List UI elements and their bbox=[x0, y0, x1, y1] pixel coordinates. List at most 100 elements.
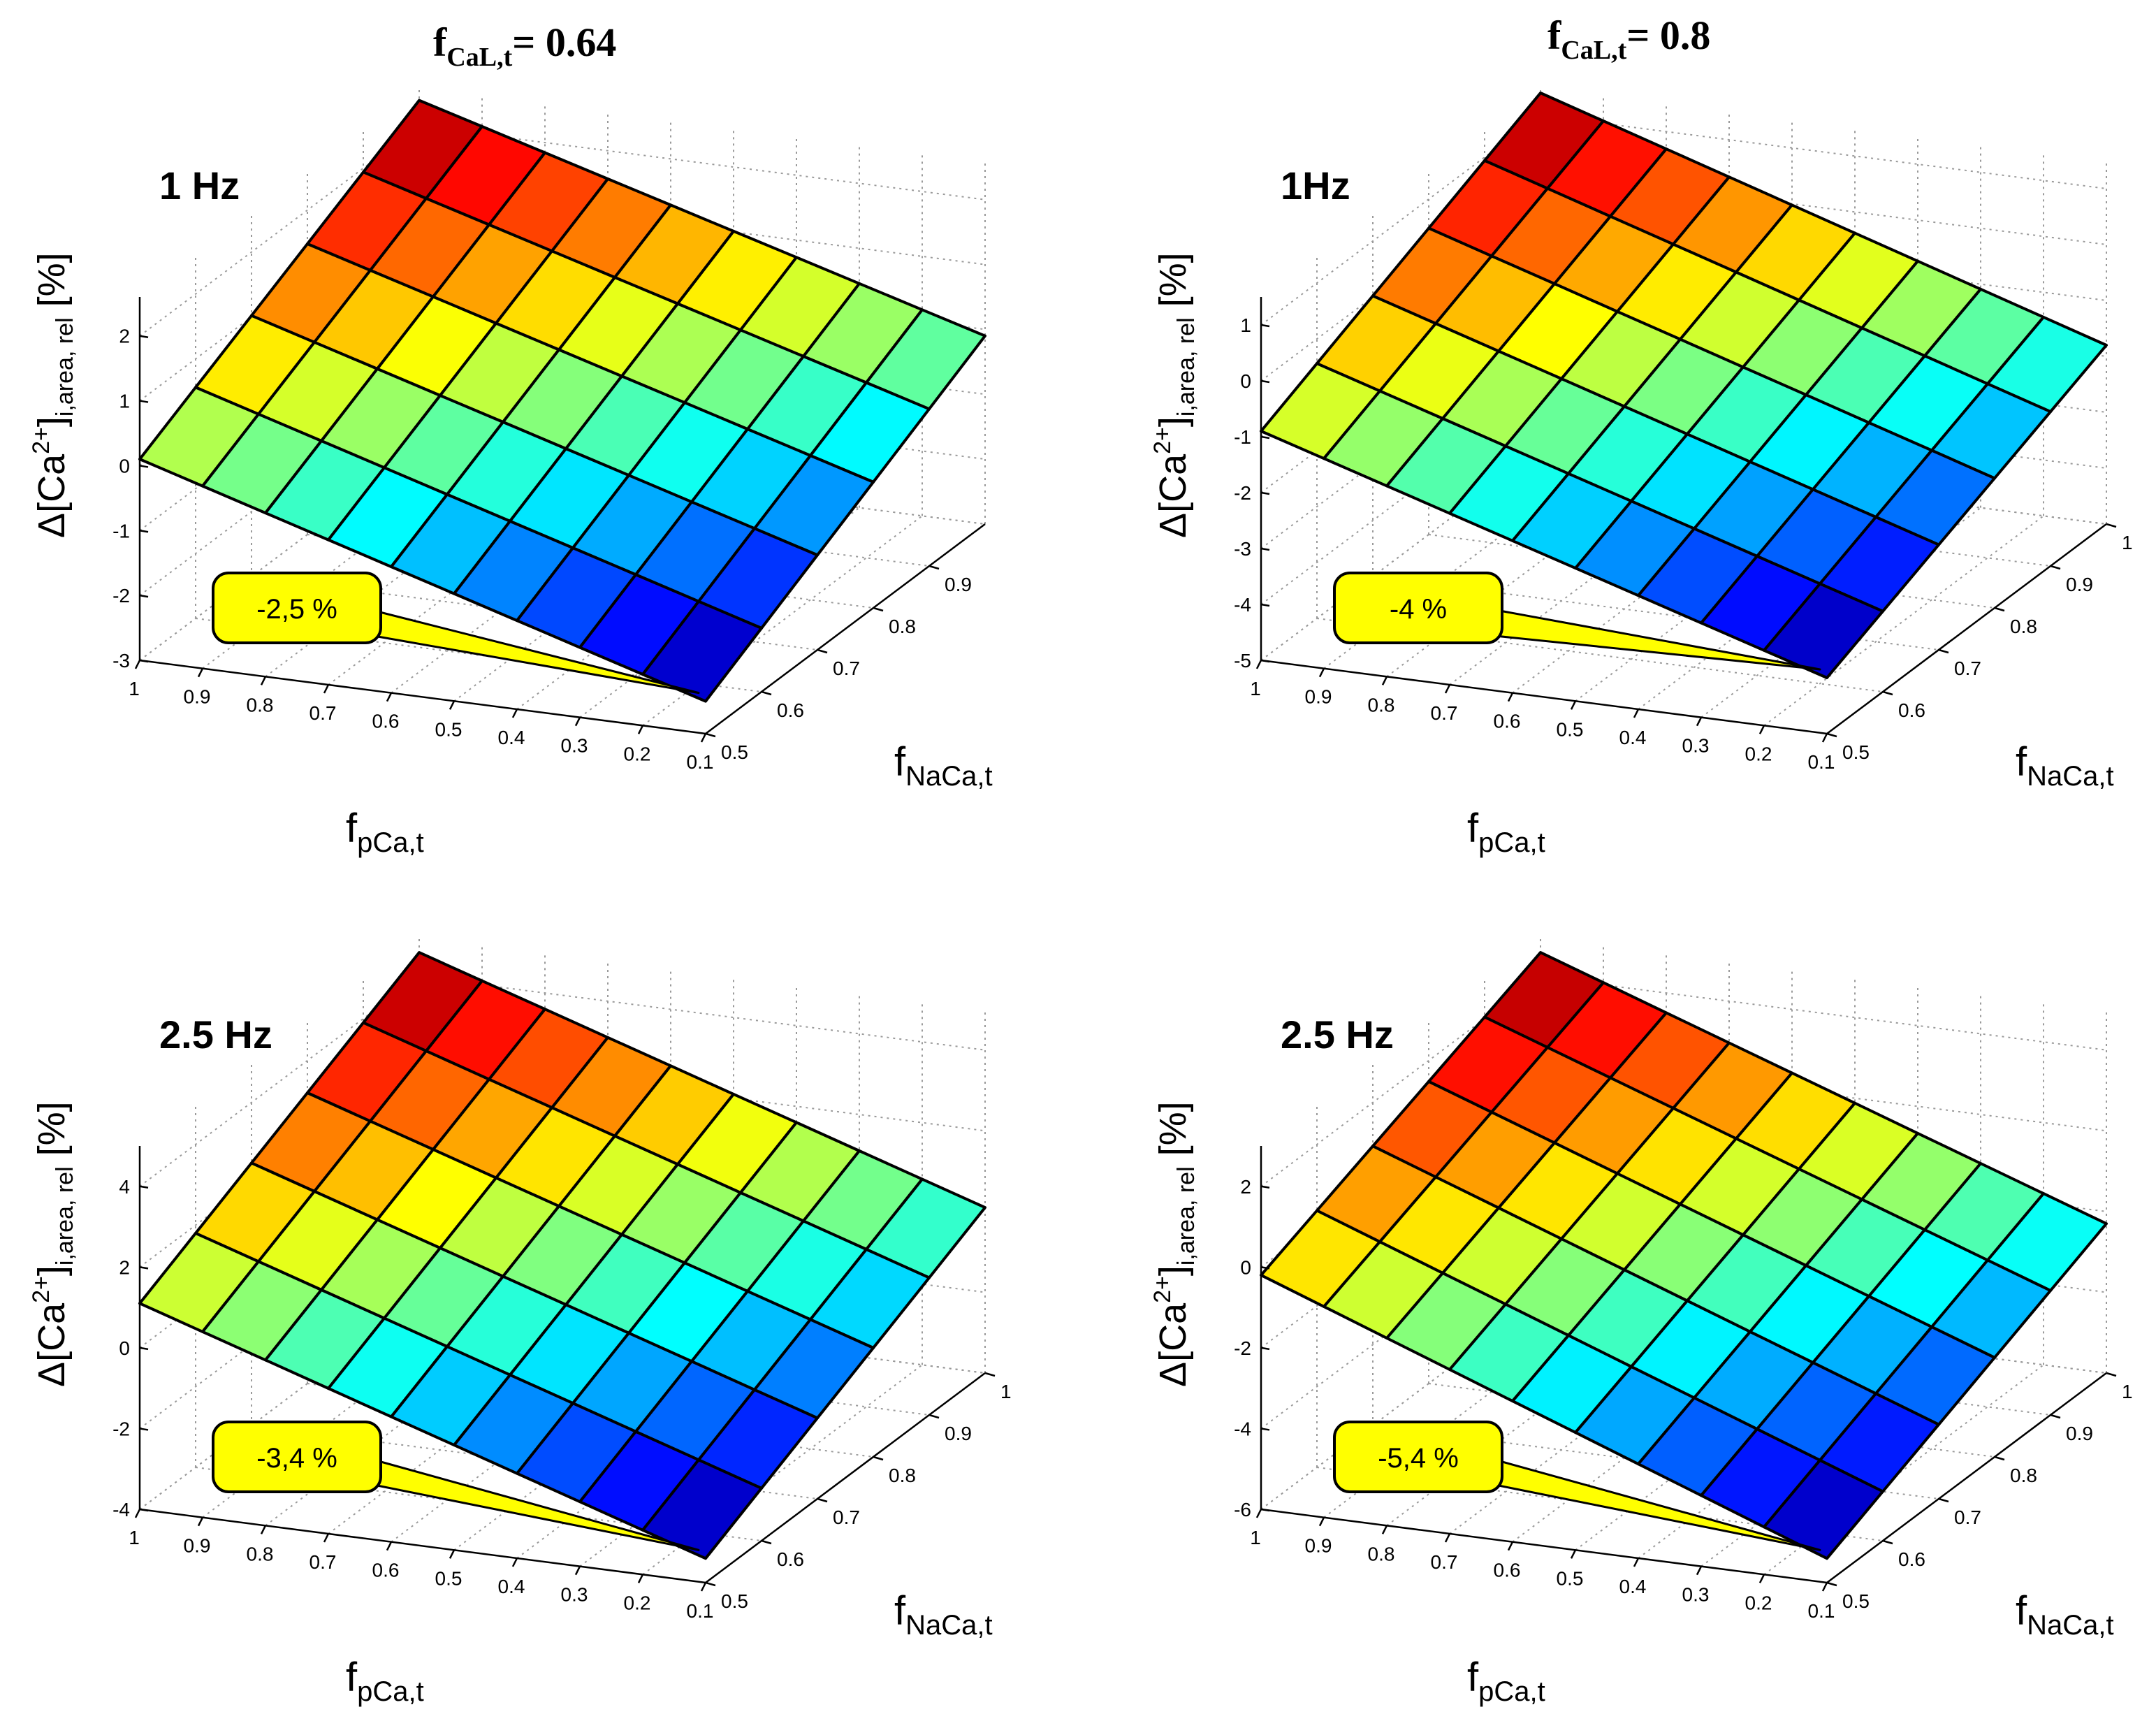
x-tick-labels: 1 0.9 0.8 0.7 0.6 0.5 0.4 0.3 0.2 0.1 bbox=[129, 660, 713, 773]
z-tick-label: -4 bbox=[1234, 1418, 1251, 1439]
axis-lines bbox=[138, 297, 986, 735]
y-tick-label: 0.9 bbox=[2066, 1423, 2093, 1444]
x-tick-mark bbox=[511, 709, 518, 718]
z-tick-label: 0 bbox=[1240, 370, 1251, 392]
y-tick-label: 1 bbox=[1000, 1381, 1012, 1402]
x-tick-mark bbox=[1821, 1582, 1828, 1592]
min-value-callout: -3,4 % bbox=[212, 1421, 700, 1551]
z-tick-label: 0 bbox=[1240, 1256, 1251, 1278]
z-tick-labels: -6 -4 -2 0 2 bbox=[1234, 1176, 1270, 1520]
x-tick-mark bbox=[260, 1525, 267, 1534]
z-tick-label: -3 bbox=[1234, 538, 1251, 560]
x-tick-labels: 1 0.9 0.8 0.7 0.6 0.5 0.4 0.3 0.2 0.1 bbox=[1250, 660, 1835, 773]
x-tick-mark bbox=[323, 684, 330, 694]
y-tick-mark bbox=[761, 1539, 772, 1545]
x-tick-mark bbox=[449, 700, 456, 710]
x-tick-label: 0.1 bbox=[687, 1600, 714, 1622]
y-tick-label: 0.6 bbox=[777, 699, 804, 721]
z-tick-mark bbox=[1260, 1266, 1270, 1270]
y-tick-label: 0.5 bbox=[721, 1590, 748, 1612]
z-tick-mark bbox=[139, 1185, 149, 1189]
y-tick-mark bbox=[2050, 565, 2061, 570]
y-tick-mark bbox=[2106, 523, 2117, 528]
z-tick-mark bbox=[1260, 1508, 1270, 1512]
x-tick-mark bbox=[637, 1574, 644, 1583]
z-axis-label: Δ[Ca2+]i,area, rel [%] bbox=[1149, 252, 1200, 538]
x-tick-label: 0.5 bbox=[1557, 718, 1584, 740]
x-tick-label: 0.3 bbox=[1682, 1584, 1710, 1606]
y-tick-mark bbox=[873, 607, 884, 612]
x-tick-label: 0.4 bbox=[1619, 727, 1647, 748]
y-tick-labels: 0.5 0.6 0.7 0.8 0.9 1 bbox=[705, 1372, 1012, 1612]
z-tick-label: -5 bbox=[1234, 650, 1251, 671]
y-tick-label: 0.9 bbox=[945, 574, 972, 595]
z-tick-label: 4 bbox=[119, 1176, 130, 1198]
frequency-label: 2.5 Hz bbox=[159, 1012, 272, 1057]
z-tick-label: -4 bbox=[1234, 594, 1251, 616]
callout-text: -5,4 % bbox=[1378, 1443, 1459, 1474]
y-tick-mark bbox=[984, 1372, 996, 1377]
x-tick-label: 0.2 bbox=[1745, 1592, 1772, 1613]
x-tick-mark bbox=[1318, 668, 1325, 678]
z-tick-mark bbox=[1260, 491, 1270, 495]
z-tick-mark bbox=[1260, 1428, 1270, 1431]
z-tick-label: 1 bbox=[119, 391, 130, 412]
x-tick-mark bbox=[197, 1517, 204, 1527]
x-axis-label: fpCa,t bbox=[346, 1655, 424, 1707]
callout-box bbox=[1333, 1421, 1503, 1493]
header-left-base: f bbox=[433, 20, 447, 65]
y-tick-label: 0.7 bbox=[1954, 658, 1981, 679]
x-tick-label: 0.8 bbox=[1368, 694, 1395, 716]
x-tick-label: 0.5 bbox=[435, 1567, 462, 1589]
y-tick-label: 0.6 bbox=[1898, 1548, 1925, 1570]
y-axis-label: fNaCa,t bbox=[2016, 739, 2114, 792]
y-tick-label: 0.8 bbox=[889, 616, 916, 637]
z-tick-label: -2 bbox=[1234, 1337, 1251, 1359]
axis-lines bbox=[138, 1146, 986, 1584]
x-tick-label: 0.4 bbox=[498, 1576, 525, 1597]
z-tick-mark bbox=[1260, 435, 1270, 440]
y-tick-mark bbox=[1994, 1455, 2005, 1461]
y-tick-mark bbox=[1882, 1539, 1893, 1545]
y-tick-mark bbox=[705, 732, 716, 738]
y-tick-label: 0.5 bbox=[1842, 1590, 1870, 1612]
header-left-sub: CaL,t bbox=[446, 43, 512, 72]
surface-panel-2: -5 -4 -3 -2 -1 0 1 1 0.9 0.8 0.7 0.6 0.5 0.4 0.3 0.2 0.1… bbox=[1149, 87, 2133, 858]
z-tick-label: -1 bbox=[112, 520, 130, 542]
z-tick-label: -2 bbox=[1234, 482, 1251, 504]
y-tick-label: 0.5 bbox=[1842, 741, 1870, 763]
y-tick-labels: 0.5 0.6 0.7 0.8 0.9 bbox=[705, 565, 972, 763]
header-left-rest: = 0.64 bbox=[512, 20, 616, 65]
callout-box bbox=[212, 572, 382, 644]
z-tick-labels: -4 -2 0 2 4 bbox=[112, 1176, 149, 1520]
y-tick-mark bbox=[2050, 1414, 2061, 1419]
z-axis-label: Δ[Ca2+]i,area, rel [%] bbox=[28, 252, 78, 538]
x-tick-mark bbox=[1758, 1574, 1765, 1583]
callout-box bbox=[1333, 572, 1503, 644]
z-tick-mark bbox=[139, 1266, 149, 1270]
x-tick-label: 0.1 bbox=[1808, 1600, 1835, 1622]
x-tick-mark bbox=[260, 676, 267, 685]
z-tick-label: -3 bbox=[112, 650, 130, 671]
y-tick-labels: 0.5 0.6 0.7 0.8 0.9 1 bbox=[1826, 523, 2133, 763]
x-tick-mark bbox=[1758, 725, 1765, 734]
x-tick-label: 1 bbox=[129, 1527, 140, 1548]
y-tick-label: 0.6 bbox=[777, 1548, 804, 1570]
y-tick-label: 0.8 bbox=[2010, 1465, 2037, 1486]
x-tick-mark bbox=[134, 660, 141, 669]
y-tick-mark bbox=[1826, 1581, 1837, 1587]
z-tick-mark bbox=[139, 530, 149, 533]
y-tick-mark bbox=[705, 1581, 716, 1587]
x-tick-mark bbox=[323, 1533, 330, 1543]
frequency-label: 1 Hz bbox=[159, 164, 240, 208]
z-tick-labels: -5 -4 -3 -2 -1 0 1 bbox=[1234, 314, 1270, 671]
z-tick-mark bbox=[139, 465, 149, 468]
y-tick-mark bbox=[817, 648, 828, 654]
y-axis-label: fNaCa,t bbox=[894, 739, 993, 792]
x-tick-mark bbox=[1570, 1549, 1577, 1559]
x-tick-mark bbox=[1633, 1558, 1640, 1567]
callout-box bbox=[212, 1421, 382, 1493]
y-tick-mark bbox=[1938, 1497, 1949, 1503]
